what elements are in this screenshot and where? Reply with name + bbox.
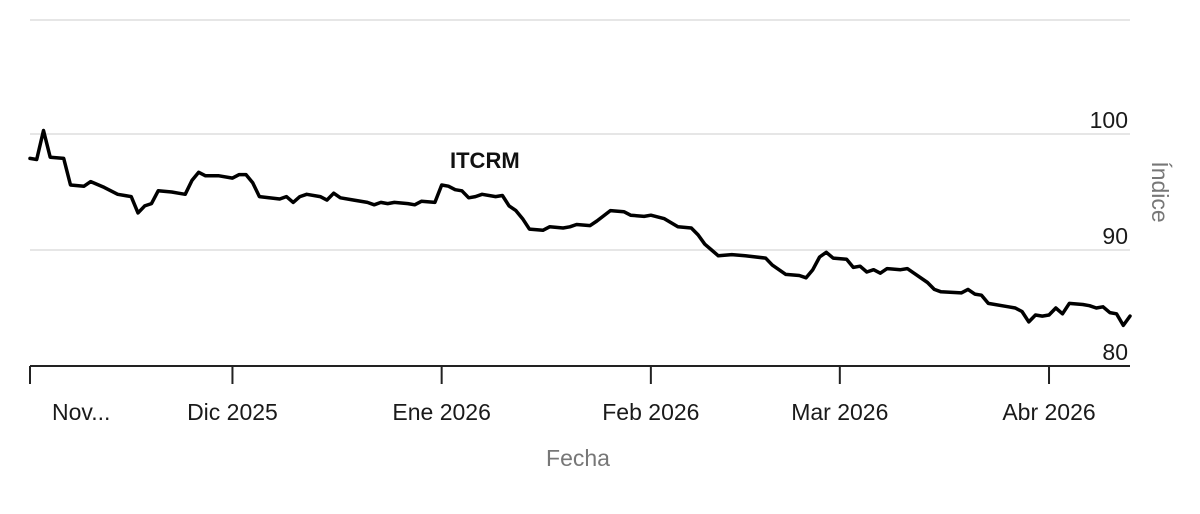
y-tick-label: 100 bbox=[1090, 107, 1128, 133]
series-label-itcrm: ITCRM bbox=[450, 148, 520, 173]
y-tick-label: 90 bbox=[1102, 223, 1128, 249]
x-tick-label: Ene 2026 bbox=[392, 399, 490, 425]
y-axis-title: Índice bbox=[1147, 161, 1173, 222]
x-tick-label: Dic 2025 bbox=[187, 399, 278, 425]
itcrm-series-line bbox=[28, 128, 1132, 328]
x-tick-label: Mar 2026 bbox=[791, 399, 888, 425]
y-tick-label: 80 bbox=[1102, 339, 1128, 365]
x-tick-label: Abr 2026 bbox=[1002, 399, 1095, 425]
x-tick-label: Feb 2026 bbox=[602, 399, 699, 425]
gridlines bbox=[30, 19, 1130, 251]
x-tick-label: Nov... bbox=[52, 399, 110, 425]
x-axis-ticks: Nov... Dic 2025 Ene 2026 Feb 2026 Mar 2026 Ab… bbox=[29, 366, 1096, 425]
y-axis-tick-labels: 80 90 100 bbox=[1090, 107, 1128, 365]
x-axis-title: Fecha bbox=[546, 445, 610, 471]
